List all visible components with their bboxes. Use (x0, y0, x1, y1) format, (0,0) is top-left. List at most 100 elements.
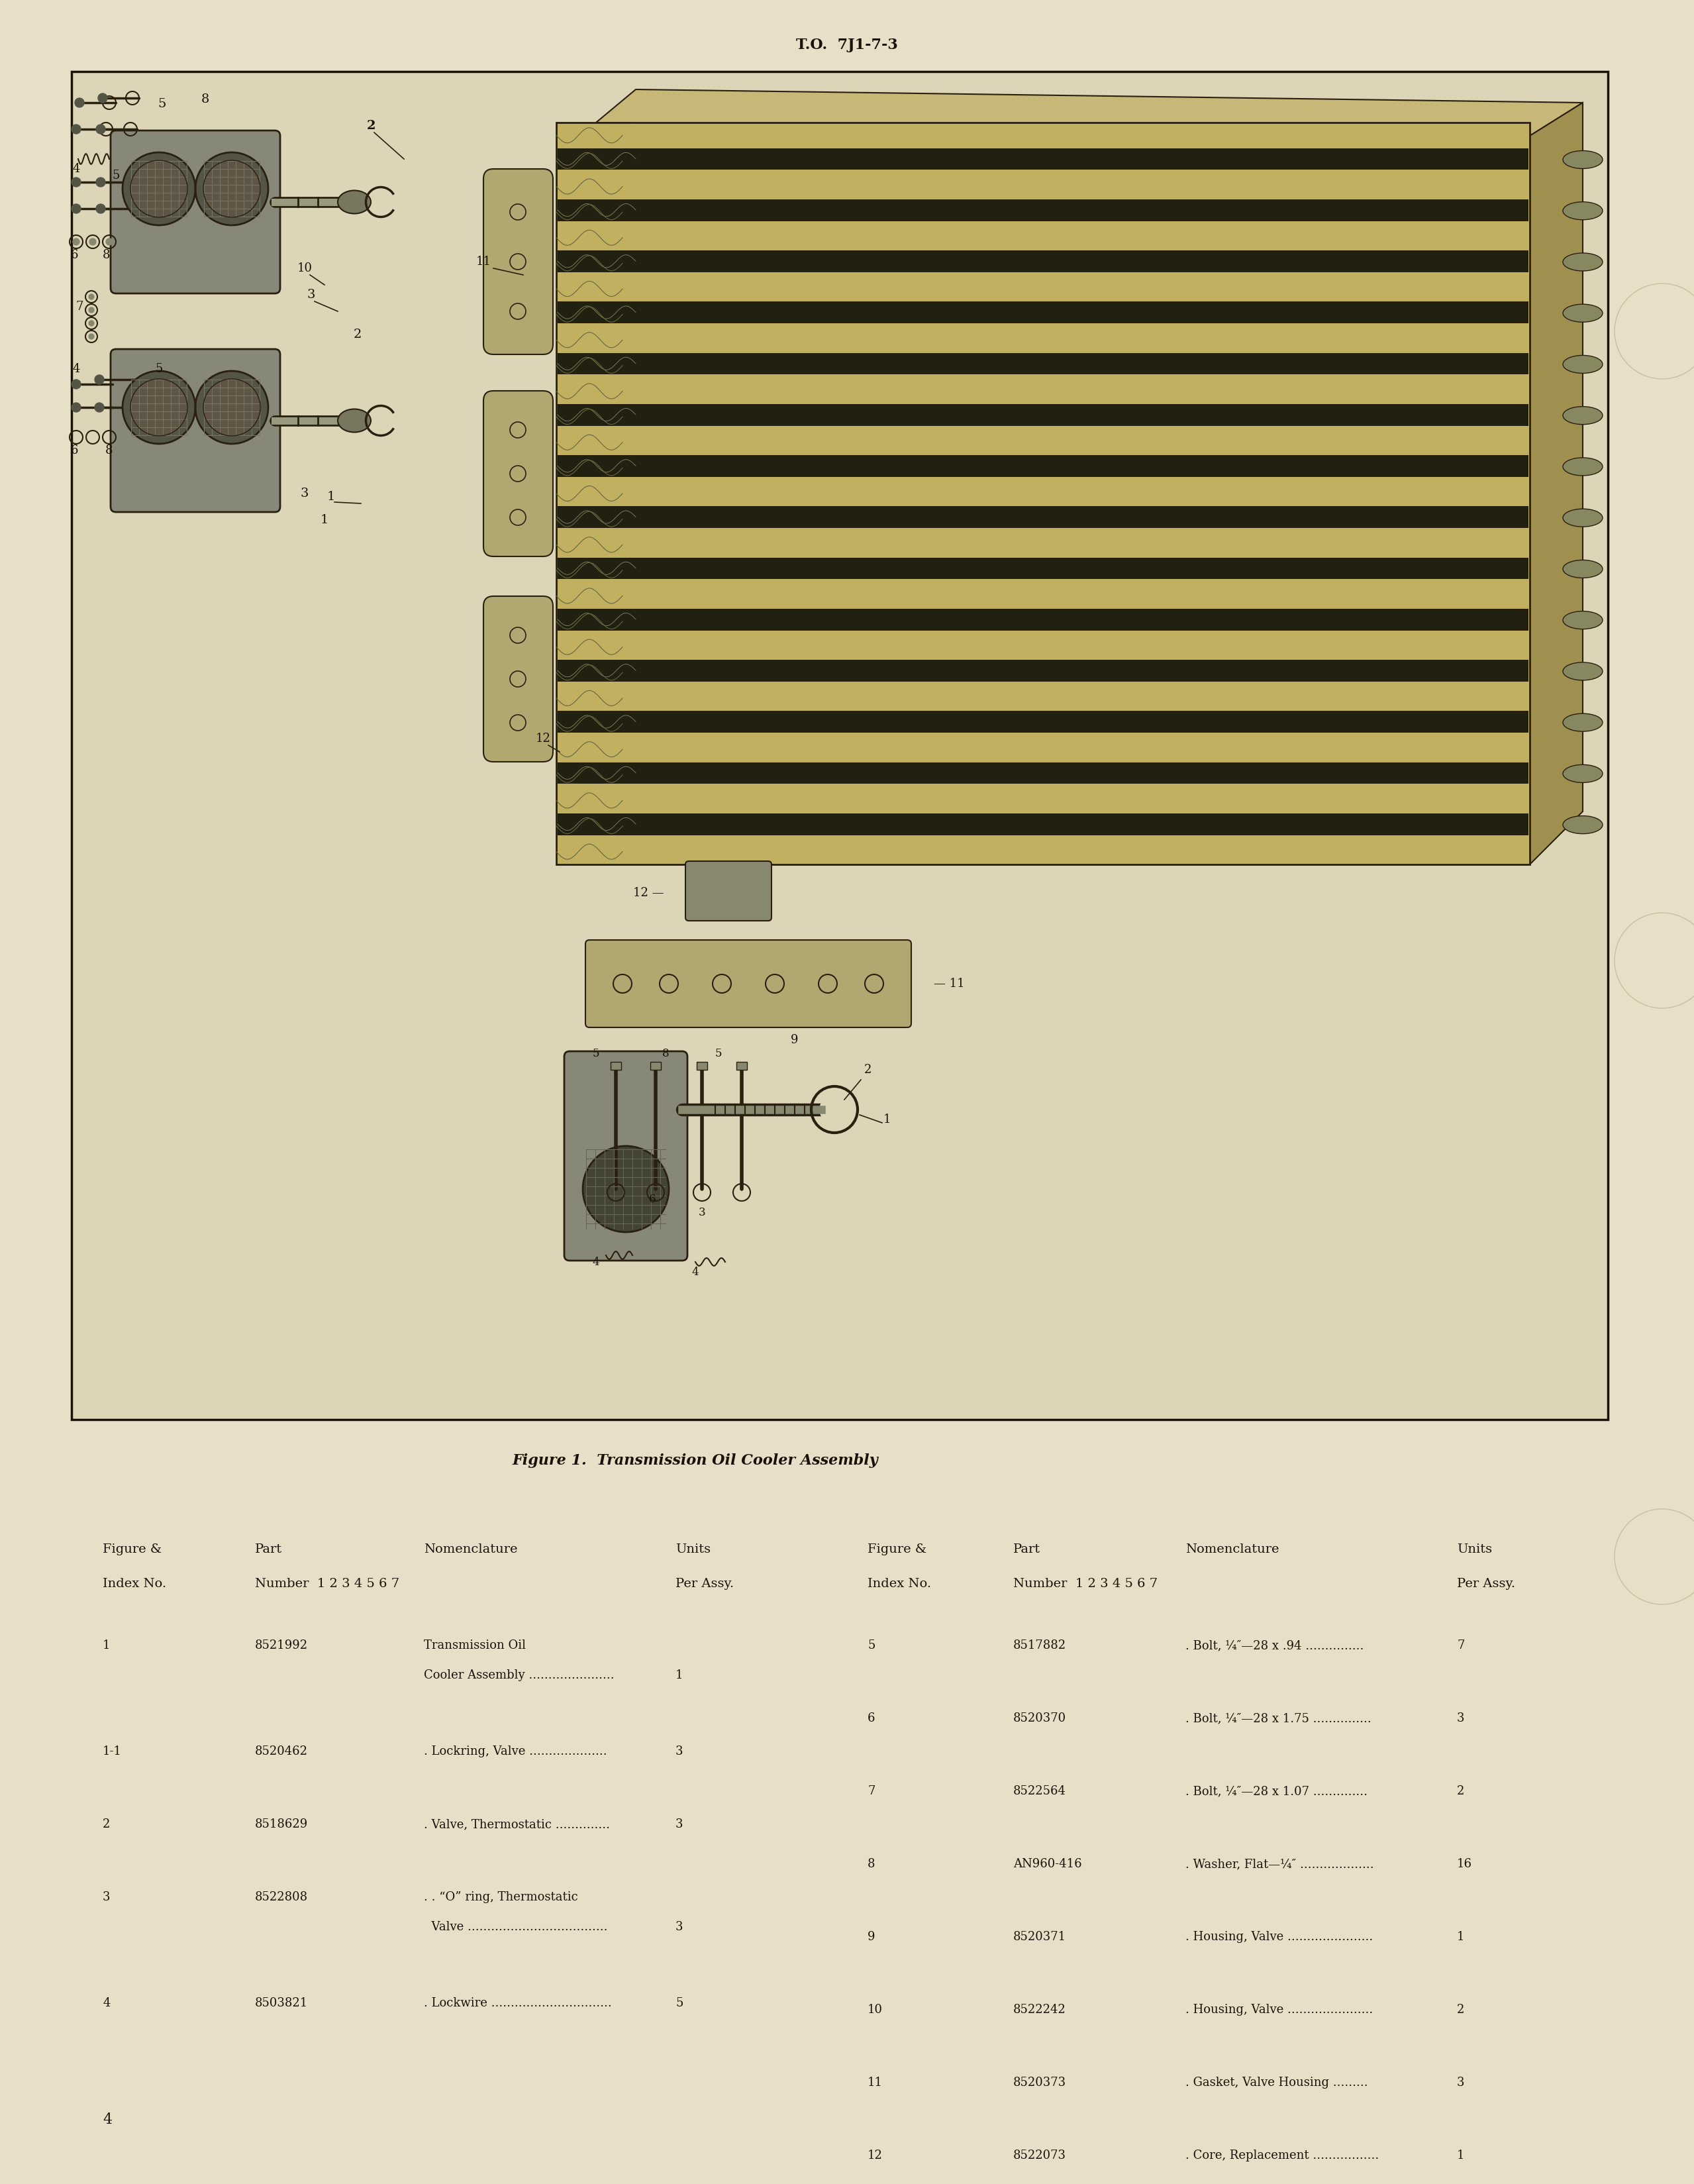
Text: Index No.: Index No. (103, 1577, 166, 1590)
Text: . Lockwire ...............................: . Lockwire .............................… (424, 1996, 612, 2009)
FancyBboxPatch shape (686, 860, 771, 922)
Text: . Housing, Valve ......................: . Housing, Valve ...................... (1186, 2005, 1372, 2016)
Circle shape (1614, 284, 1694, 378)
Circle shape (88, 295, 95, 299)
Text: 5: 5 (158, 98, 166, 109)
Text: Figure 1.  Transmission Oil Cooler Assembly: Figure 1. Transmission Oil Cooler Assemb… (512, 1452, 877, 1468)
Text: 6: 6 (867, 1712, 876, 1725)
Circle shape (1614, 1509, 1694, 1605)
Text: 5: 5 (156, 363, 163, 376)
FancyBboxPatch shape (483, 596, 552, 762)
Text: Units: Units (676, 1544, 711, 1555)
Text: . Housing, Valve ......................: . Housing, Valve ...................... (1186, 1931, 1372, 1944)
Bar (557, 251, 1528, 273)
Text: 10: 10 (296, 262, 312, 275)
Text: Units: Units (1457, 1544, 1492, 1555)
Text: 8520373: 8520373 (1013, 2077, 1066, 2088)
Text: 6: 6 (71, 446, 78, 456)
Text: . Washer, Flat—¼″ ...................: . Washer, Flat—¼″ ................... (1186, 1859, 1374, 1870)
Text: 2: 2 (366, 120, 376, 131)
Text: 5: 5 (715, 1048, 722, 1059)
Text: 4: 4 (73, 363, 80, 376)
Text: 12: 12 (535, 732, 551, 745)
Text: Part: Part (256, 1544, 283, 1555)
Bar (71, 72, 1608, 1420)
Text: 8: 8 (102, 249, 110, 262)
Text: Index No.: Index No. (867, 1577, 932, 1590)
Ellipse shape (1564, 253, 1603, 271)
Text: 8522564: 8522564 (1013, 1784, 1066, 1797)
Polygon shape (1530, 103, 1582, 865)
Text: 4: 4 (593, 1256, 600, 1269)
Text: Nomenclature: Nomenclature (424, 1544, 518, 1555)
Text: 4: 4 (103, 2112, 112, 2127)
Text: 8522073: 8522073 (1013, 2149, 1066, 2162)
Text: 3: 3 (676, 1922, 683, 1933)
Ellipse shape (1564, 612, 1603, 629)
Text: Per Assy.: Per Assy. (1457, 1577, 1514, 1590)
Text: Figure &: Figure & (103, 1544, 161, 1555)
Text: 8503821: 8503821 (256, 1996, 308, 2009)
Circle shape (130, 378, 188, 437)
Text: 3: 3 (300, 487, 308, 500)
Ellipse shape (1564, 201, 1603, 221)
Text: 4: 4 (103, 1996, 110, 2009)
Bar (556, 122, 1530, 865)
Circle shape (107, 238, 112, 245)
Bar (557, 609, 1528, 631)
Ellipse shape (1564, 151, 1603, 168)
Bar (557, 762, 1528, 784)
Text: 1: 1 (676, 1669, 683, 1682)
Bar (557, 354, 1528, 373)
Text: 7: 7 (1457, 1640, 1464, 1651)
Ellipse shape (1564, 662, 1603, 679)
Text: 7: 7 (867, 1784, 876, 1797)
Circle shape (195, 371, 268, 443)
Circle shape (71, 203, 81, 214)
Text: 5: 5 (867, 1640, 876, 1651)
Text: 2: 2 (1457, 2005, 1464, 2016)
Text: 3: 3 (307, 288, 315, 301)
Text: 11: 11 (867, 2077, 883, 2088)
Ellipse shape (1564, 764, 1603, 782)
Text: . Bolt, ¼″—28 x 1.75 ...............: . Bolt, ¼″—28 x 1.75 ............... (1186, 1712, 1372, 1725)
Text: 1: 1 (1457, 1931, 1465, 1944)
Text: Number  1 2 3 4 5 6 7: Number 1 2 3 4 5 6 7 (1013, 1577, 1157, 1590)
Text: 8: 8 (202, 94, 210, 105)
Circle shape (88, 334, 95, 339)
Bar (557, 712, 1528, 732)
Text: 3: 3 (1457, 2077, 1465, 2088)
Text: 1: 1 (103, 1640, 110, 1651)
Ellipse shape (1564, 817, 1603, 834)
Text: . Valve, Thermostatic ..............: . Valve, Thermostatic .............. (424, 1819, 610, 1830)
Text: 5: 5 (112, 170, 120, 181)
Text: 16: 16 (1457, 1859, 1472, 1870)
Ellipse shape (1564, 406, 1603, 424)
Text: 6: 6 (71, 249, 78, 262)
Ellipse shape (337, 190, 371, 214)
Text: 10: 10 (867, 2005, 883, 2016)
Bar (696, 1061, 708, 1070)
Text: . Core, Replacement .................: . Core, Replacement ................. (1186, 2149, 1379, 2162)
Text: Transmission Oil: Transmission Oil (424, 1640, 525, 1651)
Circle shape (1614, 913, 1694, 1009)
Polygon shape (596, 90, 1582, 135)
Ellipse shape (1564, 356, 1603, 373)
Text: 7: 7 (76, 301, 83, 312)
Text: 5: 5 (676, 1996, 683, 2009)
Text: 2: 2 (354, 328, 363, 341)
Text: 8520370: 8520370 (1013, 1712, 1066, 1725)
Text: . Lockring, Valve ....................: . Lockring, Valve .................... (424, 1745, 606, 1758)
Circle shape (203, 159, 261, 216)
Text: . Bolt, ¼″—28 x .94 ...............: . Bolt, ¼″—28 x .94 ............... (1186, 1640, 1364, 1651)
Text: 3: 3 (676, 1819, 683, 1830)
Text: 1: 1 (884, 1114, 891, 1125)
Text: 12: 12 (867, 2149, 883, 2162)
Circle shape (195, 153, 268, 225)
Text: Valve ....................................: Valve ..................................… (424, 1922, 608, 1933)
Circle shape (88, 308, 95, 312)
Circle shape (583, 1147, 669, 1232)
Text: . . “O” ring, Thermostatic: . . “O” ring, Thermostatic (424, 1891, 578, 1902)
Circle shape (71, 380, 81, 389)
FancyBboxPatch shape (564, 1051, 688, 1260)
